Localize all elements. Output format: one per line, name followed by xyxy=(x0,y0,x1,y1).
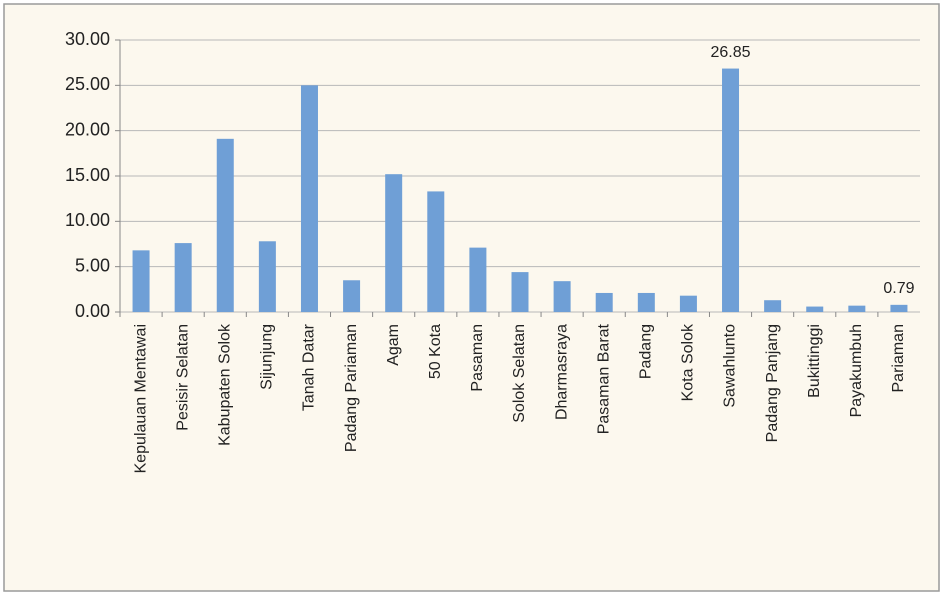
x-tick-label: Tanah Datar xyxy=(301,323,318,411)
bar xyxy=(679,295,697,312)
bar xyxy=(174,243,192,312)
x-tick-label: Kepulauan Mentawai xyxy=(132,324,149,473)
x-tick-label: Padang xyxy=(638,324,655,379)
bar xyxy=(132,250,150,312)
bar xyxy=(890,304,908,312)
x-tick-label: Kabupaten Solok xyxy=(216,323,233,446)
x-tick-label: Kota Solok xyxy=(680,323,697,401)
x-tick-label: Bukittinggi xyxy=(806,324,823,398)
x-tick-label: Sijunjung xyxy=(259,324,276,390)
bar xyxy=(469,247,487,312)
x-tick-label: 50 Kota xyxy=(427,324,444,379)
x-tick-label: Pesisir Selatan xyxy=(174,324,191,431)
x-tick-label: Agam xyxy=(385,324,402,366)
data-label: 0.79 xyxy=(883,280,914,297)
bar xyxy=(553,281,571,312)
x-tick-label: Solok Selatan xyxy=(511,324,528,423)
y-tick-label: 15.00 xyxy=(65,165,110,185)
x-tick-label: Pasaman xyxy=(469,324,486,392)
x-tick-label: Padang Panjang xyxy=(764,324,781,442)
bar xyxy=(722,68,740,312)
y-tick-label: 10.00 xyxy=(65,210,110,230)
bar xyxy=(511,272,529,312)
bar xyxy=(258,241,276,312)
x-tick-label: Pariaman xyxy=(890,324,907,392)
y-tick-label: 30.00 xyxy=(65,29,110,49)
bar xyxy=(764,300,782,312)
bar xyxy=(343,280,361,312)
y-tick-label: 0.00 xyxy=(75,301,110,321)
bar xyxy=(427,191,445,312)
bar xyxy=(595,292,613,312)
bar xyxy=(848,305,866,312)
x-tick-label: Sawahlunto xyxy=(722,324,739,408)
bar xyxy=(637,292,655,312)
bar xyxy=(385,174,403,312)
y-tick-label: 25.00 xyxy=(65,74,110,94)
x-tick-label: Payakumbuh xyxy=(848,324,865,417)
y-tick-label: 20.00 xyxy=(65,119,110,139)
x-tick-label: Pasaman Barat xyxy=(595,323,612,434)
data-label: 26.85 xyxy=(711,44,751,61)
bar xyxy=(806,306,824,312)
x-tick-label: Padang Pariaman xyxy=(343,324,360,452)
x-tick-label: Dharmasraya xyxy=(553,324,570,420)
bar xyxy=(216,138,234,312)
bar xyxy=(300,85,318,312)
y-tick-label: 5.00 xyxy=(75,255,110,275)
